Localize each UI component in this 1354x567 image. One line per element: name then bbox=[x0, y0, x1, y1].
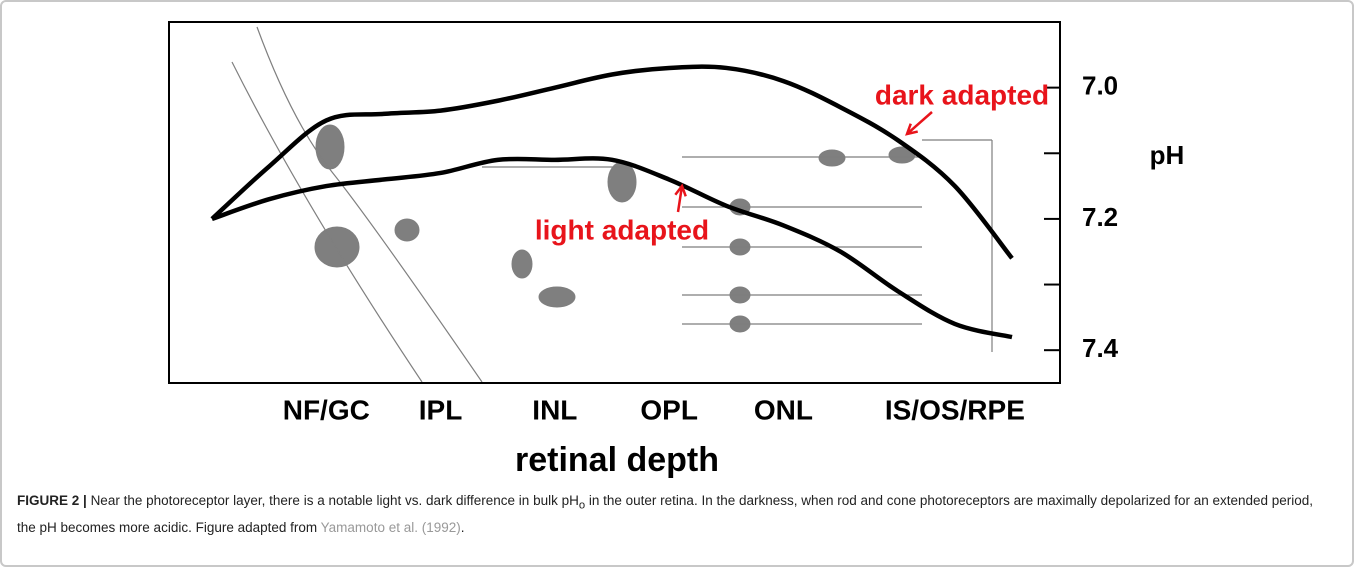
caption-text: Near the photoreceptor layer, there is a… bbox=[91, 493, 579, 508]
x-tick-label: NF/GC bbox=[283, 394, 370, 425]
y-tick-label: 7.2 bbox=[1082, 202, 1118, 232]
series-annotation: dark adapted bbox=[875, 79, 1049, 110]
chart: pH retinal depth 7.0 7.2 7.4 NF/GC IPL INL OPL… bbox=[2, 2, 1352, 482]
caption-subscript: o bbox=[579, 500, 585, 512]
citation-link[interactable]: Yamamoto et al. (1992) bbox=[321, 520, 461, 535]
x-tick-label: ONL bbox=[754, 394, 813, 425]
annotation-arrow bbox=[907, 112, 932, 134]
caption: FIGURE 2 | Near the photoreceptor layer,… bbox=[17, 490, 1317, 538]
caption-label: FIGURE 2 | bbox=[17, 493, 87, 508]
y-tick-label: 7.4 bbox=[1082, 333, 1119, 363]
x-tick-label: OPL bbox=[640, 394, 698, 425]
x-axis-label: retinal depth bbox=[515, 441, 719, 479]
series-annotation: light adapted bbox=[535, 214, 709, 245]
figure: pH retinal depth 7.0 7.2 7.4 NF/GC IPL INL OPL… bbox=[0, 0, 1354, 567]
x-tick-label: INL bbox=[532, 394, 577, 425]
y-axis-label: pH bbox=[1150, 140, 1185, 170]
caption-end: . bbox=[461, 520, 465, 535]
x-tick-label: IS/OS/RPE bbox=[885, 394, 1025, 425]
x-tick-label: IPL bbox=[419, 394, 463, 425]
y-tick-label: 7.0 bbox=[1082, 71, 1118, 101]
